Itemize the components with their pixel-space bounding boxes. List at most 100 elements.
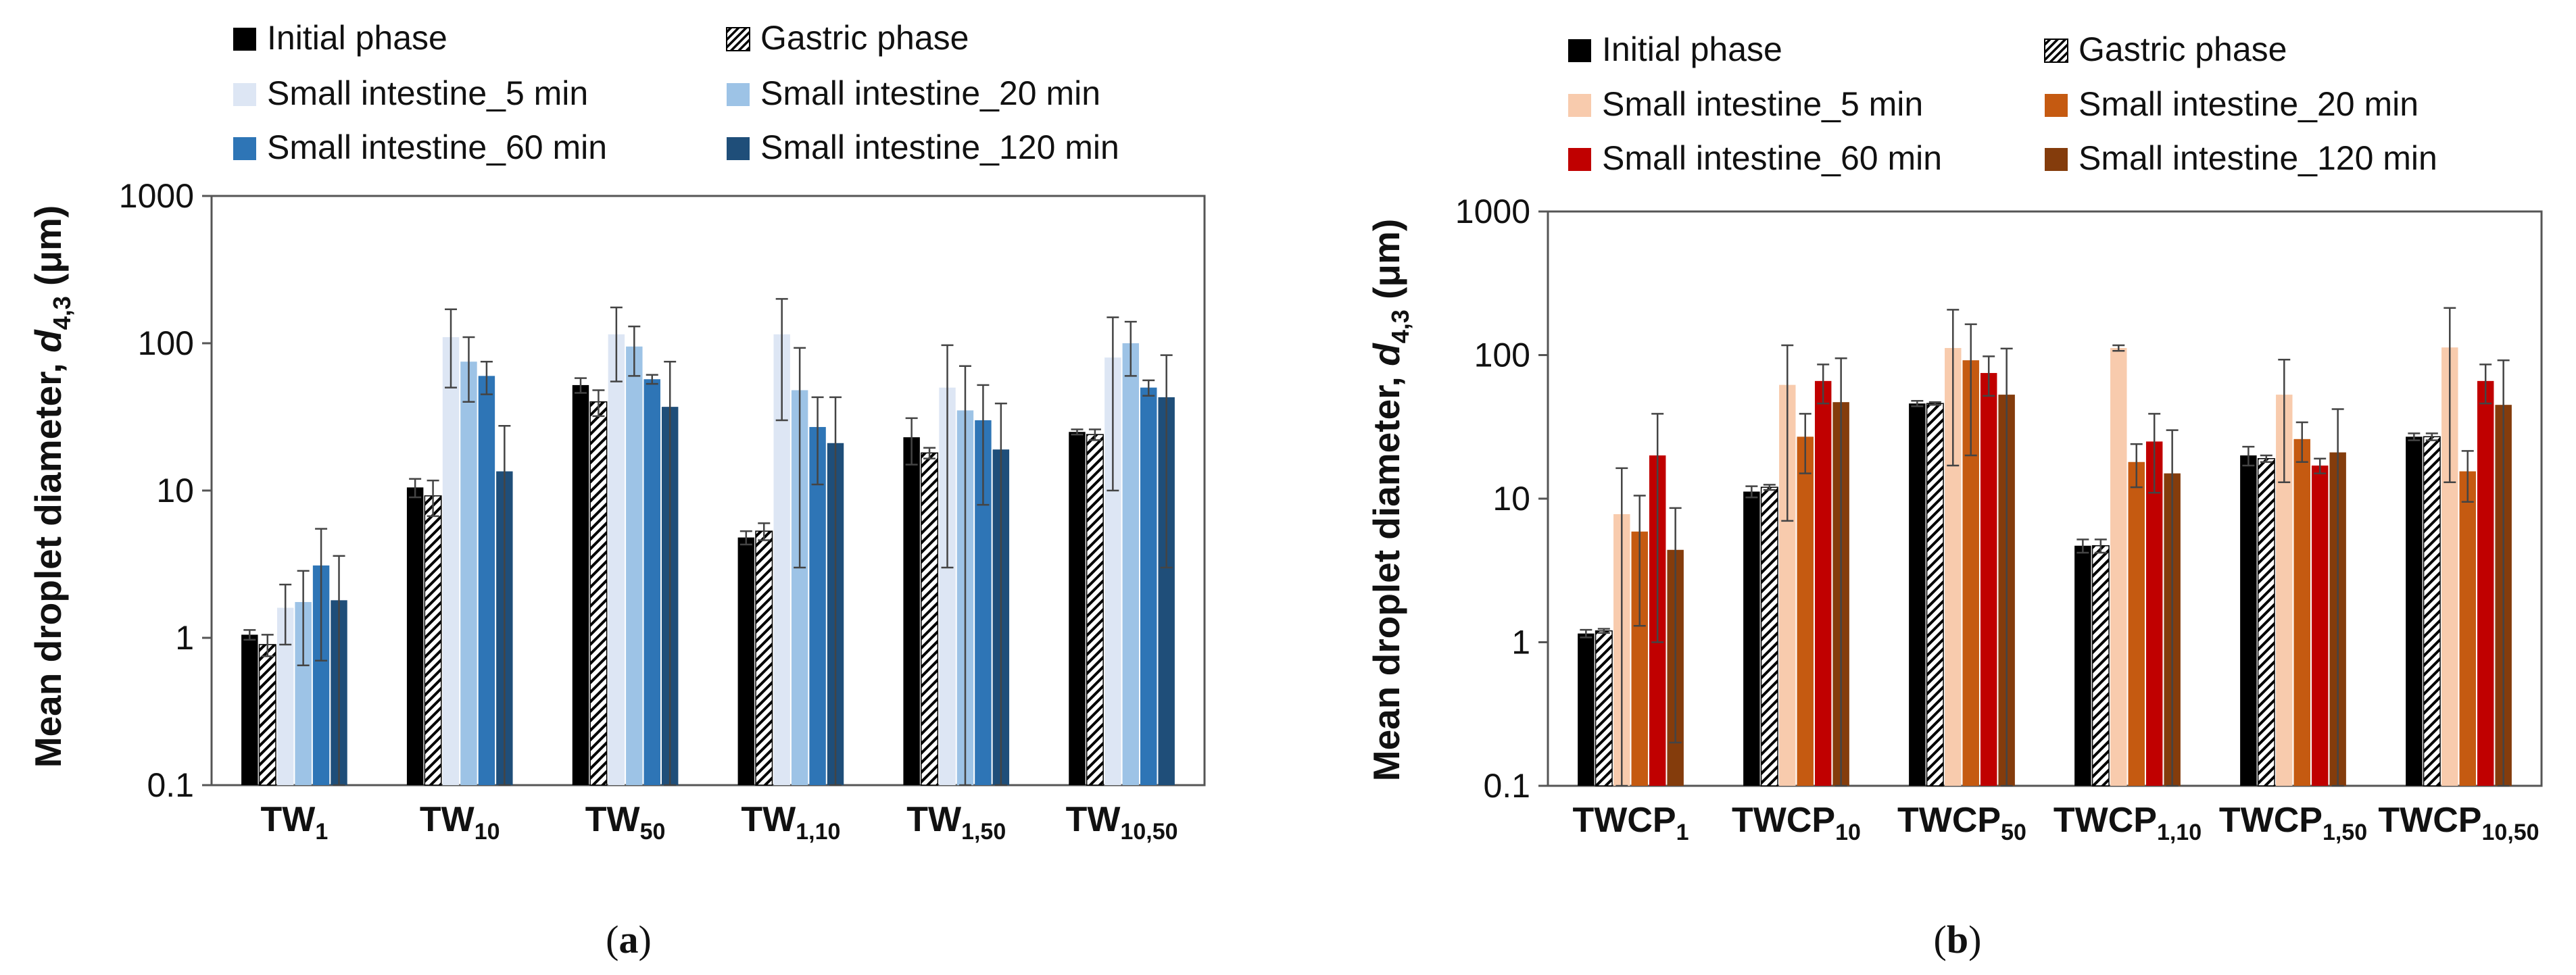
legend-label: Gastric phase (2079, 30, 2287, 68)
error-bar (2444, 307, 2456, 484)
x-tick-label: TWCP50 (1897, 801, 2026, 845)
legend-swatch (233, 137, 256, 160)
error-bar (2242, 445, 2255, 467)
plot-frame (210, 195, 1206, 786)
y-axis-a: 0.1 1 10 100 1000 (119, 177, 212, 804)
error-bar (1615, 467, 1628, 787)
y-tick-label: 1000 (1455, 193, 1530, 230)
error-bar (2295, 421, 2308, 464)
error-bar (2461, 450, 2474, 503)
y-tick-label: 1000 (119, 177, 194, 215)
bar-initial-phase (2240, 455, 2257, 786)
bar-gastric-phase (589, 401, 608, 786)
error-bar (958, 365, 971, 786)
error-bar (2112, 344, 2125, 352)
bar-small-intestine-60-min (1140, 387, 1157, 785)
legend-swatch (727, 137, 750, 160)
error-bar (1911, 399, 1924, 407)
error-bar (2314, 457, 2327, 474)
bar-small-intestine-60-min (1814, 380, 1832, 786)
bar-initial-phase (903, 437, 920, 785)
error-bar (1745, 485, 1758, 499)
y-axis-label-unit-b: (μm) (1365, 219, 1407, 299)
legend-item: Gastric phase (726, 19, 969, 57)
x-tick-label: TWCP1,10 (2053, 801, 2202, 845)
y-tick-label: 100 (1474, 336, 1530, 374)
bar-small-intestine-20-min (460, 361, 477, 785)
legend-item: Small intestine_60 min (1568, 139, 1942, 177)
x-tick-labels-a: TW1 TW10 TW50 TW1,10 TW1,50 TW10,50 (261, 800, 1178, 845)
legend-item: Gastric phase (2044, 30, 2287, 68)
chart-panel-a: Initial phase Gastric phase Small intestin… (27, 19, 1206, 961)
y-tick-label: 0.1 (1483, 767, 1530, 805)
y-axis-label-text-a: Mean droplet diameter, (27, 363, 69, 768)
legend-swatch (2045, 148, 2068, 171)
error-bar (923, 447, 936, 459)
y-tick-label: 10 (1492, 480, 1530, 518)
bar-small-intestine-60-min (2145, 441, 2163, 786)
legend-item: Small intestine_20 min (727, 74, 1100, 112)
error-bar (829, 396, 842, 786)
error-bar (1071, 428, 1084, 436)
error-bar (480, 360, 493, 395)
legend-swatch (233, 28, 256, 51)
bar-small-intestine-60-min (643, 379, 660, 785)
bar-gastric-phase (2423, 436, 2441, 786)
error-bar (2000, 347, 2013, 787)
error-bar (1107, 316, 1119, 492)
x-tick-label: TWCP10,50 (2378, 801, 2539, 845)
x-tick-label: TWCP1 (1572, 801, 1688, 845)
error-bar (445, 308, 458, 389)
y-axis-label-sub-b: 4,3 (1386, 309, 1414, 343)
bar-initial-phase (2406, 436, 2423, 786)
bar-initial-phase (2074, 545, 2091, 786)
x-tick-label: TW10 (420, 800, 500, 845)
error-bar (592, 389, 605, 418)
bar-small-intestine-60-min (809, 426, 826, 785)
bar-gastric-phase (921, 452, 939, 786)
error-bar (1817, 364, 1830, 405)
y-tick-label: 1 (175, 619, 194, 657)
error-bar (261, 634, 274, 657)
bar-initial-phase (572, 384, 589, 785)
error-bar (758, 522, 771, 541)
bar-small-intestine-20-min (1122, 343, 1140, 785)
legend-a: Initial phase Gastric phase Small intestin… (233, 19, 1119, 166)
plot-frame (1547, 210, 2543, 787)
legend-swatch (1568, 94, 1591, 117)
bar-gastric-phase (1926, 403, 1944, 786)
error-bar (994, 402, 1007, 786)
bar-initial-phase (1743, 491, 1760, 786)
legend-item: Small intestine_60 min (233, 128, 607, 166)
legend-swatch (2045, 94, 2068, 117)
error-bar (427, 479, 439, 518)
x-tick-label: TWCP10 (1732, 801, 1861, 845)
error-bar (2331, 408, 2344, 787)
legend-item: Small intestine_5 min (233, 74, 588, 112)
error-bar (2278, 358, 2291, 484)
error-bar (574, 377, 587, 394)
chart-panel-b: Initial phase Gastric phase Small intestin… (1365, 30, 2543, 961)
y-tick-label: 100 (138, 324, 194, 362)
error-bar (1597, 628, 1610, 634)
legend-swatch (233, 83, 256, 106)
panel-label-a: (a) (606, 918, 652, 961)
error-bar (941, 344, 954, 569)
bar-small-intestine-5-min (442, 336, 460, 785)
error-bar (664, 360, 677, 786)
bar-gastric-phase (1595, 630, 1613, 786)
legend-item: Initial phase (1568, 30, 1782, 68)
legend-swatch (1568, 148, 1591, 171)
x-tick-label: TW10,50 (1066, 800, 1178, 845)
error-bar (2497, 359, 2510, 787)
y-axis-label-a: Mean droplet diameter, d4,3 (μm) (27, 205, 76, 768)
error-bar (1651, 413, 1664, 643)
y-axis-label-text-b: Mean droplet diameter, (1365, 376, 1407, 781)
y-axis-label-symbol-a: d (27, 329, 69, 353)
error-bar (2166, 429, 2179, 787)
error-bar (2408, 432, 2421, 441)
legend-item: Small intestine_5 min (1568, 85, 1923, 123)
legend-label: Small intestine_5 min (1602, 85, 1923, 123)
legend-swatch (2044, 39, 2068, 63)
